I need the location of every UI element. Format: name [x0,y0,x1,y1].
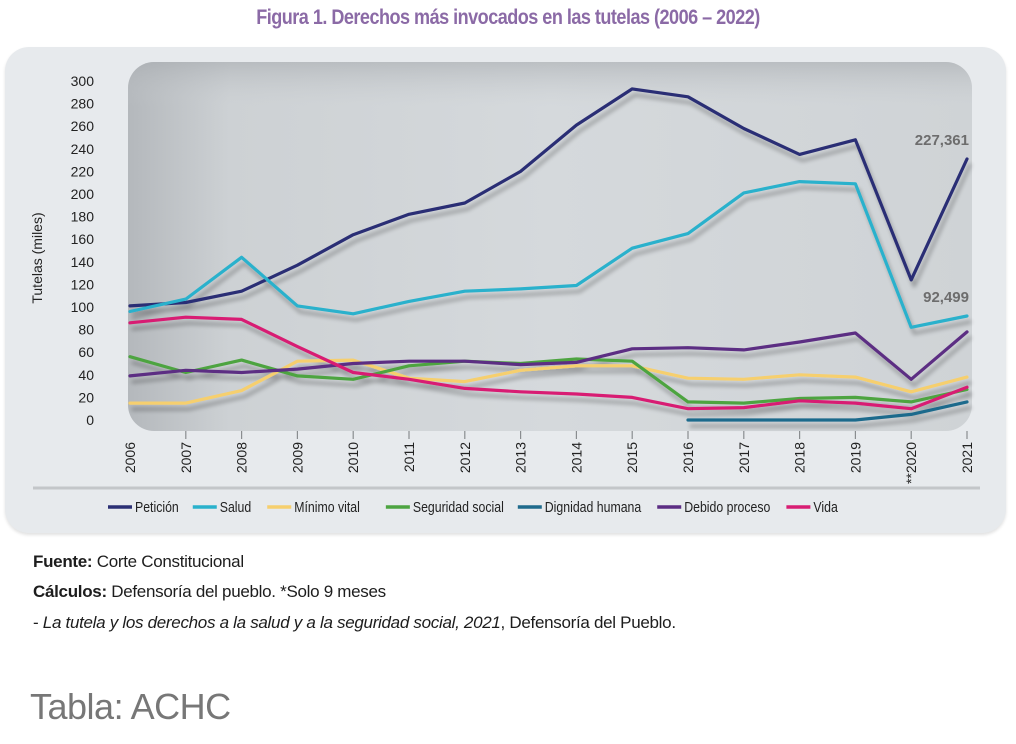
x-tick-label: 2008 [234,442,250,473]
series-line-debido-proceso [128,330,969,381]
y-tick-label: 200 [71,186,95,202]
x-tick-label: 2015 [624,442,640,473]
x-tick-label: **2020 [903,442,919,484]
legend-label: Debido proceso [684,499,770,516]
calculations-label: Cálculos: [33,582,107,601]
legend-label: Dignidad humana [545,499,642,516]
y-tick-label: 100 [71,299,95,315]
x-tick-label: 2019 [847,442,863,473]
series-line-peticion [128,87,969,308]
x-tick-label: 2014 [568,442,584,473]
legend-label: Salud [220,499,251,516]
annotations: 227,361 92,499 [915,132,969,306]
legend-item: Dignidad humana [517,499,642,516]
x-tick-label: 2016 [680,442,696,473]
y-axis-title: Tutelas (miles) [29,212,45,303]
x-tick-label: 2017 [736,442,752,473]
source-line: Fuente: Corte Constitucional [33,552,244,572]
figure-title: Figura 1. Derechos más invocados en las … [256,6,760,29]
legend-label: Vida [813,499,838,516]
reference-line: - La tutela y los derechos a la salud y … [33,613,676,633]
x-tick-label: 2006 [122,442,138,473]
x-tick-label: 2018 [792,442,808,473]
y-tick-label: 280 [71,96,95,112]
y-tick-label: 180 [71,209,95,225]
y-tick-label: 80 [78,322,94,338]
series-line-salud [128,180,969,329]
y-tick-label: 260 [71,118,95,134]
x-tick-label: 2009 [289,442,305,473]
legend-item: Seguridad social [385,499,504,516]
series-line-minimo-vital [128,358,969,405]
y-tick-label: 140 [71,254,95,270]
series-line-vida [128,315,969,411]
source-text: Corte Constitucional [92,552,244,571]
source-label: Fuente: [33,552,93,571]
calculations-text: Defensoría del pueblo. *Solo 9 meses [106,582,386,601]
series-lines [128,87,969,422]
series-line-seguridad-social [128,355,969,405]
y-tick-label: 20 [78,389,94,405]
x-tick-label: 2021 [959,442,975,473]
data-label: 227,361 [915,132,969,149]
y-tick-label: 240 [71,141,95,157]
x-tick-label: 2013 [513,442,529,473]
table-credit: Tabla: ACHC [30,686,231,727]
reference-prefix: - [33,613,43,632]
y-tick-label: 40 [78,367,94,383]
x-tick-label: 2012 [457,442,473,473]
y-tick-label: 0 [86,412,94,428]
reference-text: , Defensoría del Pueblo. [500,613,677,632]
y-tick-label: 120 [71,276,95,292]
x-tick-label: 2010 [345,442,361,473]
legend-label: Mínimo vital [294,499,360,516]
x-axis: 2006 2007 2008 2009 2010 2011 2012 2013 2014 2015… [122,431,975,484]
x-tick-label: 2007 [178,442,194,473]
legend-label: Petición [135,499,179,516]
legend-item: Debido proceso [657,499,770,516]
reference-title: La tutela y los derechos a la salud y a … [42,613,501,632]
data-label: 92,499 [923,289,969,306]
legend-item: Vida [786,499,838,516]
x-tick-label: 2011 [401,442,417,472]
legend: Petición Salud Mínimo vital Seguridad socia… [108,499,838,516]
legend-item: Mínimo vital [267,499,360,516]
series-line-dignidad-humana [686,400,969,422]
y-tick-label: 60 [78,344,94,360]
plot-area-top-shade [128,62,972,431]
calculations-line: Cálculos: Defensoría del pueblo. *Solo 9… [33,582,386,602]
y-axis: 0 20 40 60 80 100 120 140 160 180 200 220 240 260 280 3… [71,73,95,428]
legend-item: Petición [108,499,179,516]
y-tick-label: 300 [71,73,95,89]
legend-label: Seguridad social [413,499,504,516]
line-chart: 0 20 40 60 80 100 120 140 160 180 200 220 240 260 280 3… [29,62,980,516]
y-tick-label: 220 [71,163,95,179]
legend-item: Salud [192,499,251,516]
y-tick-label: 160 [71,231,95,247]
